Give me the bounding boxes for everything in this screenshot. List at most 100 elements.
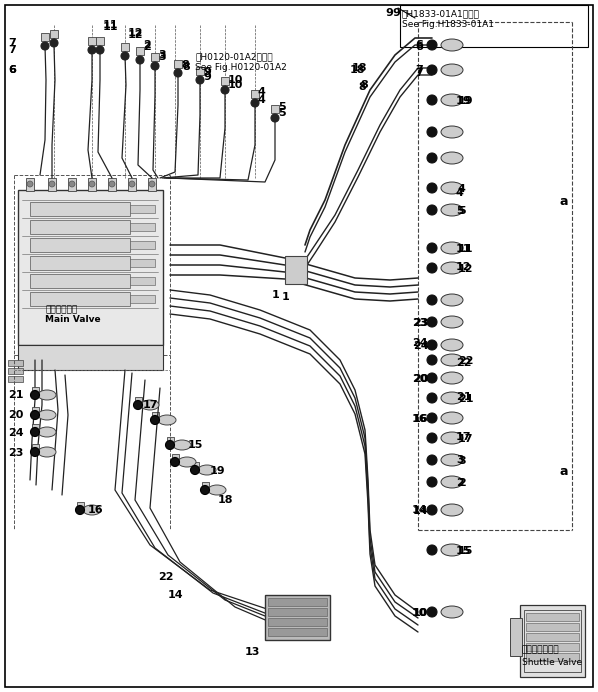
Bar bbox=[268, 628, 327, 636]
Circle shape bbox=[96, 46, 104, 54]
Text: 8: 8 bbox=[181, 60, 189, 70]
Ellipse shape bbox=[441, 432, 463, 444]
Text: 16: 16 bbox=[412, 414, 428, 424]
Text: 20: 20 bbox=[8, 410, 23, 420]
Circle shape bbox=[89, 181, 95, 187]
Bar bbox=[50, 30, 58, 38]
Text: 4: 4 bbox=[258, 87, 266, 97]
Text: See Fig.H1833-01A1: See Fig.H1833-01A1 bbox=[402, 20, 494, 29]
Ellipse shape bbox=[441, 412, 463, 424]
Circle shape bbox=[427, 95, 437, 105]
Ellipse shape bbox=[441, 94, 463, 106]
Ellipse shape bbox=[441, 544, 463, 556]
Text: 10: 10 bbox=[228, 75, 243, 85]
Text: 23: 23 bbox=[8, 448, 23, 458]
Ellipse shape bbox=[83, 505, 101, 515]
Circle shape bbox=[166, 441, 175, 450]
Text: 7: 7 bbox=[415, 68, 423, 78]
Text: 19: 19 bbox=[210, 466, 225, 476]
Bar bbox=[88, 178, 96, 191]
Bar bbox=[130, 259, 155, 267]
Bar bbox=[128, 178, 136, 191]
Bar bbox=[108, 178, 116, 191]
Bar bbox=[172, 454, 179, 461]
Circle shape bbox=[121, 52, 129, 60]
Text: 15: 15 bbox=[456, 546, 471, 556]
Text: 22: 22 bbox=[158, 572, 173, 582]
Ellipse shape bbox=[441, 182, 463, 194]
Text: 2: 2 bbox=[458, 478, 466, 488]
Bar bbox=[265, 595, 330, 640]
Bar bbox=[251, 90, 259, 98]
Bar bbox=[526, 613, 579, 621]
Text: 18: 18 bbox=[350, 65, 365, 75]
Text: 6: 6 bbox=[8, 65, 16, 75]
Text: 1: 1 bbox=[272, 290, 280, 300]
Bar bbox=[30, 238, 130, 252]
Circle shape bbox=[271, 114, 279, 122]
Circle shape bbox=[427, 243, 437, 253]
Circle shape bbox=[50, 39, 58, 47]
Text: メインバルブ: メインバルブ bbox=[45, 305, 77, 314]
Text: See Fig.H0120-01A2: See Fig.H0120-01A2 bbox=[195, 63, 287, 72]
Ellipse shape bbox=[441, 372, 463, 384]
Text: シャトルバルブ: シャトルバルブ bbox=[522, 645, 560, 654]
Circle shape bbox=[149, 181, 155, 187]
Bar bbox=[271, 105, 279, 113]
Circle shape bbox=[427, 317, 437, 327]
Text: 8: 8 bbox=[182, 62, 190, 72]
Ellipse shape bbox=[441, 242, 463, 254]
Ellipse shape bbox=[441, 504, 463, 516]
Text: Main Valve: Main Valve bbox=[45, 315, 100, 324]
Bar bbox=[41, 33, 49, 41]
Text: 3: 3 bbox=[158, 50, 166, 60]
Circle shape bbox=[427, 127, 437, 137]
Text: 12: 12 bbox=[456, 262, 471, 272]
Text: 第H1833-01A1図参照: 第H1833-01A1図参照 bbox=[402, 9, 480, 18]
Bar bbox=[32, 424, 39, 431]
Bar bbox=[268, 618, 327, 626]
Circle shape bbox=[75, 505, 84, 514]
Circle shape bbox=[427, 393, 437, 403]
Text: 2: 2 bbox=[143, 40, 151, 50]
Bar bbox=[136, 47, 144, 55]
Bar bbox=[18, 345, 163, 370]
Circle shape bbox=[30, 428, 39, 437]
Bar bbox=[68, 178, 76, 191]
Bar bbox=[174, 60, 182, 68]
Text: 7: 7 bbox=[415, 65, 423, 75]
Ellipse shape bbox=[38, 410, 56, 420]
Bar bbox=[130, 223, 155, 231]
Text: 3: 3 bbox=[458, 456, 466, 466]
Text: 22: 22 bbox=[456, 358, 471, 368]
Ellipse shape bbox=[158, 415, 176, 425]
Text: 9: 9 bbox=[385, 8, 393, 18]
Text: 7: 7 bbox=[8, 45, 16, 55]
Circle shape bbox=[427, 263, 437, 273]
Bar bbox=[510, 618, 522, 656]
Text: Shuttle Valve: Shuttle Valve bbox=[522, 658, 582, 667]
Text: 16: 16 bbox=[88, 505, 103, 515]
Circle shape bbox=[174, 69, 182, 77]
Bar bbox=[152, 412, 159, 419]
Ellipse shape bbox=[38, 390, 56, 400]
Text: 16: 16 bbox=[413, 414, 429, 424]
Circle shape bbox=[196, 76, 204, 84]
Bar bbox=[26, 178, 34, 191]
Bar bbox=[30, 220, 130, 234]
Text: 14: 14 bbox=[412, 505, 428, 515]
Bar bbox=[30, 292, 130, 306]
Circle shape bbox=[30, 448, 39, 457]
Ellipse shape bbox=[441, 262, 463, 274]
Text: 14: 14 bbox=[413, 506, 429, 516]
Bar bbox=[32, 387, 39, 394]
Bar bbox=[32, 407, 39, 414]
Text: 11: 11 bbox=[103, 22, 118, 32]
Bar bbox=[30, 274, 130, 288]
Circle shape bbox=[200, 486, 209, 495]
Text: 10: 10 bbox=[228, 80, 243, 90]
Text: 21: 21 bbox=[8, 390, 23, 400]
Text: 2: 2 bbox=[143, 42, 151, 52]
Text: 22: 22 bbox=[458, 356, 474, 366]
Circle shape bbox=[88, 46, 96, 54]
